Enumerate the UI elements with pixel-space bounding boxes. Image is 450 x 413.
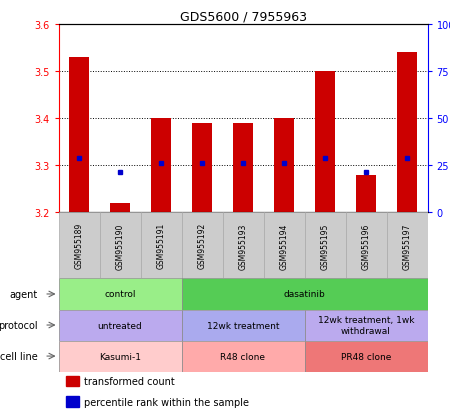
Bar [181, 310, 305, 341]
Bar [99, 213, 140, 279]
Bar [346, 213, 387, 279]
Title: GDS5600 / 7955963: GDS5600 / 7955963 [180, 11, 306, 24]
Bar [181, 213, 222, 279]
Text: transformed count: transformed count [84, 376, 175, 386]
Bar [181, 341, 305, 372]
Text: PR48 clone: PR48 clone [341, 352, 391, 361]
Text: percentile rank within the sample: percentile rank within the sample [84, 397, 249, 407]
Bar [274, 119, 294, 213]
Text: GSM955196: GSM955196 [361, 223, 370, 269]
Bar [58, 341, 181, 372]
Bar [264, 213, 305, 279]
Bar [315, 72, 335, 213]
Bar [151, 119, 171, 213]
Text: 12wk treatment: 12wk treatment [207, 321, 279, 330]
Bar [222, 213, 264, 279]
Bar [110, 203, 130, 213]
Text: GSM955190: GSM955190 [116, 223, 125, 269]
Bar [305, 341, 428, 372]
Bar [58, 310, 181, 341]
Bar [387, 213, 428, 279]
Text: 12wk treatment, 1wk
withdrawal: 12wk treatment, 1wk withdrawal [318, 316, 414, 335]
Text: dasatinib: dasatinib [284, 290, 325, 299]
Bar [69, 58, 89, 213]
Text: control: control [104, 290, 136, 299]
Bar [58, 213, 99, 279]
Bar [305, 213, 346, 279]
Bar [356, 175, 376, 213]
Bar [233, 123, 253, 213]
Bar [58, 279, 181, 310]
Text: GSM955193: GSM955193 [238, 223, 248, 269]
Text: GSM955194: GSM955194 [279, 223, 288, 269]
Text: GSM955195: GSM955195 [320, 223, 329, 269]
Bar [140, 213, 181, 279]
Text: agent: agent [10, 289, 38, 299]
Bar [181, 279, 428, 310]
Text: untreated: untreated [98, 321, 142, 330]
Bar [192, 123, 212, 213]
Bar [66, 396, 79, 407]
Text: GSM955197: GSM955197 [402, 223, 411, 269]
Text: cell line: cell line [0, 351, 38, 361]
Bar [397, 53, 417, 213]
Bar [305, 310, 428, 341]
Text: Kasumi-1: Kasumi-1 [99, 352, 141, 361]
Bar [66, 376, 79, 386]
Text: GSM955189: GSM955189 [75, 223, 84, 269]
Text: protocol: protocol [0, 320, 38, 330]
Text: R48 clone: R48 clone [220, 352, 266, 361]
Text: GSM955191: GSM955191 [157, 223, 166, 269]
Text: GSM955192: GSM955192 [198, 223, 207, 269]
